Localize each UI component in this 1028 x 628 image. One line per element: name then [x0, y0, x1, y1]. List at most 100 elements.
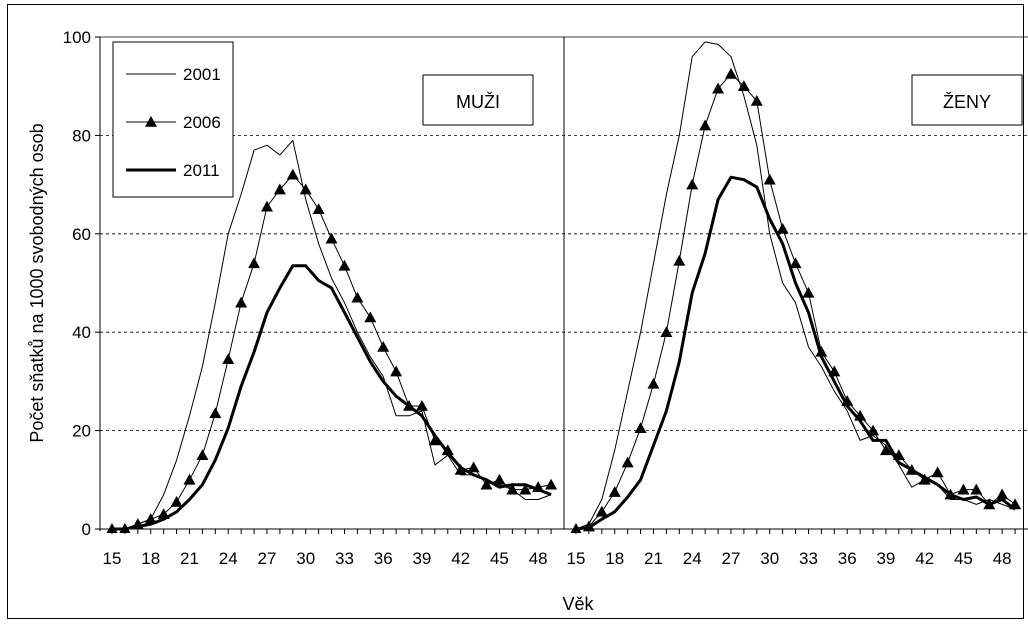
labels: 0 20 40 60 80 100 Počet sňatků na 1000 svobodn…	[27, 28, 1023, 614]
panel-title-box	[422, 74, 534, 126]
data-point	[918, 473, 931, 485]
data-point	[506, 483, 519, 495]
data-point	[737, 80, 750, 91]
axes	[95, 36, 1028, 534]
x-tick-label: 36	[374, 549, 393, 568]
series-line-2011	[575, 175, 1017, 531]
x-tick-label: 36	[838, 549, 857, 568]
x-tick-label: 30	[760, 549, 779, 568]
data-point	[776, 222, 789, 234]
data-point	[351, 291, 364, 303]
y-tick-label: 0	[82, 520, 91, 539]
x-tick-label: 45	[954, 549, 973, 568]
data-point	[222, 353, 235, 365]
x-tick-label: 27	[258, 549, 277, 568]
x-tick-label: 15	[567, 549, 586, 568]
data-point	[273, 183, 286, 195]
data-point	[867, 424, 880, 436]
data-point	[660, 326, 673, 337]
data-point	[170, 495, 183, 507]
data-point	[815, 345, 828, 357]
data-point	[789, 257, 802, 269]
series-line-2011	[112, 264, 552, 531]
data-point	[519, 483, 532, 495]
data-point	[235, 296, 248, 308]
data-point	[183, 473, 196, 485]
data-point	[286, 168, 299, 180]
panel-title: MUŽI	[456, 92, 500, 112]
data-point	[338, 259, 351, 271]
x-tick-label: 39	[876, 549, 895, 568]
data-point	[312, 203, 325, 214]
data-point	[454, 463, 467, 475]
x-tick-label: 15	[103, 549, 122, 568]
legend-label: 2011	[183, 161, 220, 180]
y-tick-label: 80	[72, 126, 91, 145]
data-point	[673, 254, 686, 266]
panel-1	[106, 139, 558, 533]
data-point	[415, 400, 428, 411]
data-point	[545, 478, 558, 490]
x-tick-label: 42	[915, 549, 934, 568]
panel-title: ŽENY	[943, 92, 991, 112]
x-tick-label: 21	[644, 549, 663, 568]
data-point	[325, 232, 338, 244]
x-tick-label: 45	[490, 549, 509, 568]
x-tick-label: 30	[296, 549, 315, 568]
data-point	[699, 119, 712, 131]
x-tick-label: 18	[141, 549, 160, 568]
data-point	[996, 488, 1009, 500]
data-point	[712, 82, 725, 94]
data-point	[441, 444, 454, 456]
data-point	[647, 377, 660, 389]
data-point	[377, 340, 390, 352]
legend-label: 2006	[183, 113, 221, 132]
data-point	[634, 422, 647, 433]
x-tick-label: 18	[605, 549, 624, 568]
data-point	[196, 449, 209, 460]
y-tick-label: 100	[63, 28, 91, 47]
legend-marker	[145, 116, 157, 127]
data-point	[957, 483, 970, 495]
data-point	[595, 505, 608, 517]
legend-label: 2001	[183, 65, 221, 84]
data-point	[144, 513, 157, 524]
data-point	[750, 94, 763, 106]
data-point	[763, 173, 776, 185]
x-tick-label: 24	[219, 549, 238, 568]
data-point	[428, 434, 441, 446]
x-tick-label: 33	[335, 549, 354, 568]
y-axis-label: Počet sňatků na 1000 svobodných osob	[27, 123, 47, 442]
panel-title-box	[911, 74, 1023, 126]
data-point	[970, 483, 983, 495]
x-tick-label: 42	[451, 549, 470, 568]
data-point	[608, 486, 621, 497]
x-tick-label: 33	[799, 549, 818, 568]
data-point	[299, 183, 312, 195]
data-point	[364, 311, 377, 323]
data-point	[248, 257, 261, 269]
x-tick-label: 21	[180, 549, 199, 568]
x-axis-label: Věk	[562, 594, 594, 614]
data-point	[209, 407, 222, 419]
panel-2	[570, 41, 1022, 533]
data-point	[260, 200, 273, 212]
data-point	[686, 178, 699, 190]
data-point	[879, 444, 892, 456]
data-point	[480, 478, 493, 490]
y-tick-label: 40	[72, 323, 91, 342]
x-tick-label: 24	[683, 549, 702, 568]
data-point	[621, 456, 634, 468]
x-tick-label: 48	[993, 549, 1012, 568]
data-point	[390, 365, 403, 377]
series	[106, 41, 1022, 533]
data-point	[802, 286, 815, 298]
y-tick-label: 20	[72, 422, 91, 441]
data-point	[493, 473, 506, 485]
y-tick-label: 60	[72, 225, 91, 244]
x-tick-label: 27	[722, 549, 741, 568]
x-tick-label: 48	[529, 549, 548, 568]
data-point	[931, 466, 944, 478]
